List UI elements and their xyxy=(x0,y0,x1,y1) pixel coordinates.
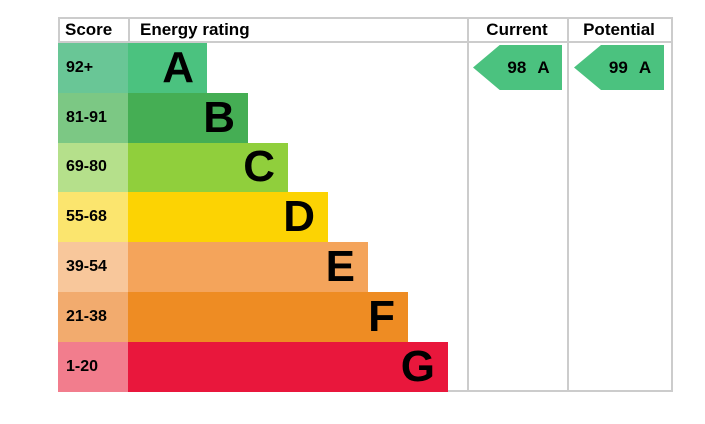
band-a-score: 92+ xyxy=(58,43,128,93)
band-e-score: 39-54 xyxy=(58,242,128,292)
band-b-score: 81-91 xyxy=(58,92,128,143)
band-g-bar: G xyxy=(128,341,448,392)
current-rating-value: 98 xyxy=(507,57,527,77)
chart-area: Score Energy rating Current Potential 92… xyxy=(58,17,673,392)
band-row-e: 39-54 E xyxy=(58,242,671,292)
band-e-bar: E xyxy=(128,242,368,292)
potential-rating-band: A xyxy=(638,57,652,77)
header-current: Current xyxy=(486,20,548,39)
band-b-bar: B xyxy=(128,92,248,143)
band-row-c: 69-80 C xyxy=(58,142,671,193)
band-rows: 92+ A 81-91 B 69-80 C 55-68 D xyxy=(58,43,671,392)
band-a-letter: A xyxy=(162,42,194,92)
band-g-score: 1-20 xyxy=(58,341,128,392)
potential-rating-value: 99 xyxy=(608,57,628,77)
band-a-bar: A xyxy=(128,43,207,93)
band-c-letter: C xyxy=(243,142,275,192)
band-d-bar: D xyxy=(128,192,328,243)
header-score: Score xyxy=(65,20,113,39)
band-c-bar: C xyxy=(128,142,288,193)
header-potential: Potential xyxy=(583,20,655,39)
current-rating-band: A xyxy=(537,57,550,77)
header-energy-rating: Energy rating xyxy=(140,20,250,39)
header-left-border xyxy=(58,19,60,43)
band-d-score: 55-68 xyxy=(58,192,128,243)
band-d-letter: D xyxy=(283,192,315,242)
band-row-f: 21-38 F xyxy=(58,291,671,342)
band-row-b: 81-91 B xyxy=(58,92,671,143)
header-score-separator xyxy=(128,19,130,43)
band-b-letter: B xyxy=(203,92,235,142)
band-row-d: 55-68 D xyxy=(58,192,671,243)
band-f-letter: F xyxy=(368,291,395,341)
band-f-bar: F xyxy=(128,291,408,342)
chart-header-row: Score Energy rating Current Potential xyxy=(58,19,671,43)
band-row-a: 92+ A xyxy=(58,43,671,93)
band-e-letter: E xyxy=(325,242,355,292)
current-column-separator xyxy=(467,19,469,390)
potential-column-separator xyxy=(567,19,569,390)
band-g-letter: G xyxy=(400,341,435,391)
band-row-g: 1-20 G xyxy=(58,341,671,392)
band-f-score: 21-38 xyxy=(58,291,128,342)
band-c-score: 69-80 xyxy=(58,142,128,193)
